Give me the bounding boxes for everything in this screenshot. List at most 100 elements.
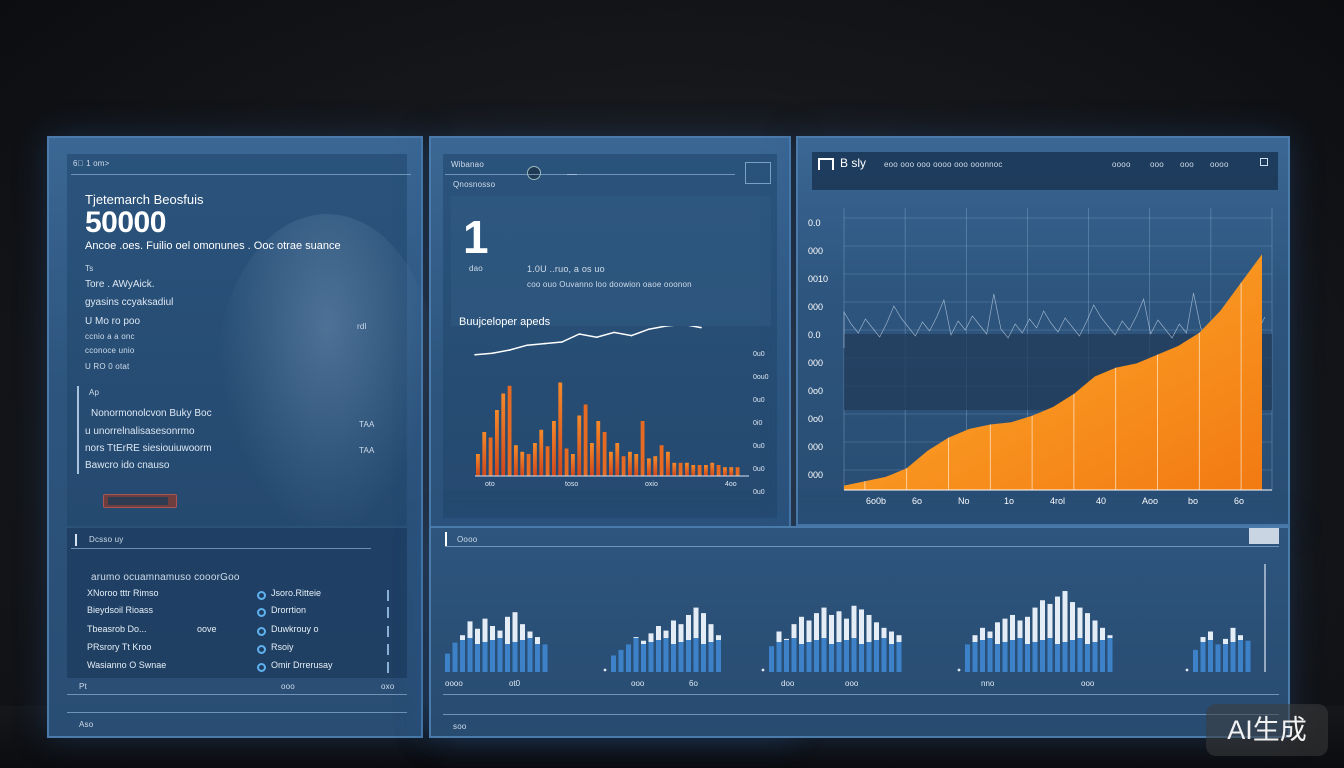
y-tick-label: 0ou0 [753,374,769,381]
bracket-line [77,386,79,474]
toolbar-item[interactable]: ooo [1180,160,1194,169]
histogram-bar-base [1215,644,1221,672]
table-row[interactable]: PRsrory Tt Kroo Rsoiy [87,642,409,659]
line-point [508,349,511,351]
bar [685,462,689,476]
histogram-bar-top [648,633,654,642]
ring-icon [257,663,266,672]
table-row[interactable]: Bieydsoil Rioass Drorrtion [87,605,409,622]
x-tick-label: toso [565,481,578,488]
histogram-bar-top [844,618,849,640]
line-point [474,354,476,356]
scroll-handle[interactable] [1249,528,1279,544]
close-icon[interactable] [1260,158,1268,166]
histogram-bar-base [1002,642,1008,672]
histogram-bar-base [1245,640,1251,672]
footer-label: soo [453,722,467,731]
bar [590,443,594,476]
table-row[interactable]: Tbeasrob Do... Duwkrouy o oove [87,624,409,641]
right-panel: B sly eoo ooo ooo oooo ooo ooonnoc oooo … [796,136,1290,526]
x-tick-label: oto [485,481,495,488]
histogram-bar-base [1230,642,1236,672]
detail-row: Nonormonolcvon Buky Boc [91,408,212,419]
x-tick-label: 4rol [1050,496,1065,506]
line-point [526,344,528,346]
bar [704,465,708,476]
info-line: cconoce unio [85,346,135,355]
bar [710,462,715,476]
histogram-bar-base [542,644,548,672]
profile-card: 6⃞ 1 om> Tjetemarch Beosfuis 50000 Ancoe… [67,154,437,534]
bar [723,467,727,476]
table-row[interactable]: XNoroo tttr Rimso Jsoro.Ritteie [87,588,409,605]
histogram-bar-base [1223,644,1228,672]
histogram-bar-top [836,611,842,642]
histogram-bar-top [889,631,894,644]
bar [666,451,670,476]
histogram-bar-base [656,640,661,672]
histogram-bar-top [1017,620,1023,638]
histogram-bar-base [445,653,450,672]
histogram-bar-base [1025,644,1030,672]
group-marker [603,668,607,672]
line-point [700,326,702,329]
histogram-bar-top [686,614,691,640]
histogram-bar-top [678,624,684,642]
y-tick-label: 000 [808,470,823,480]
stat-row: coo ouo Ouvanno loo doowion oaoe ooonon [527,280,692,289]
bar [514,445,518,476]
card-description: Ancoe .oes. Fuilio oel omonunes . Ooc ot… [85,240,341,252]
record-icon[interactable] [527,166,541,180]
detail-row: Bawcro ido cnauso [85,460,170,471]
histogram-bar-top [701,613,706,644]
table-row[interactable]: Wasianno O Swnae Omir Drrerusay [87,660,409,677]
toolbar-item[interactable]: ooo [1150,160,1164,169]
right-tag: rdl [357,322,367,331]
histogram-bar-top [520,624,525,640]
histogram-bar-top [1032,607,1038,642]
area-chart: 0.0 000 0010 000 0.0 000 0o0 0o0 000 000 6o0b 6o No 1… [808,208,1273,506]
y-tick-label: 0u0 [753,351,765,358]
action-button[interactable] [103,494,177,508]
expand-icon[interactable] [745,162,771,184]
bar [488,437,493,476]
y-tick-label: 0u0 [753,466,765,473]
detail-row: nors TtErRE siesiouiuwoorm [85,443,212,454]
x-tick-label: ot0 [509,679,521,688]
ring-icon [257,645,266,654]
toolbar-item[interactable]: oooo [1210,160,1229,169]
y-tick-label: 0u0 [753,443,765,450]
bar [583,404,588,476]
bar [495,410,499,476]
histogram-bar-base [467,638,473,672]
histogram-bar-top [656,626,661,640]
bar [533,443,537,476]
histogram-bar-base [512,642,518,672]
x-tick-label: oxio [645,481,658,488]
small-label: dao [469,264,483,273]
histogram-bar-top [1107,635,1113,638]
histogram-bar-top [1208,631,1213,640]
histogram-bar-base [1032,642,1038,672]
histogram-bar-base [995,644,1000,672]
histogram-bar-top [490,626,495,640]
histogram-bar-top [791,624,797,638]
histogram-bar-top [776,631,782,642]
histogram-bar-top [512,612,518,642]
histogram-bar-base [799,644,804,672]
histogram-bar-base [641,644,646,672]
histogram-bar-base [791,638,797,672]
histogram-bar-base [1010,640,1015,672]
y-tick-label: 0o0 [808,386,823,396]
histogram-bar-base [611,655,616,672]
histogram-bar-base [460,640,465,672]
group-marker [957,668,961,672]
histogram-bar-top [1223,638,1228,644]
histogram-bar-base [881,638,887,672]
bar [507,385,512,476]
ring-icon [257,608,266,617]
middle-panel: Wibanao Qnosnosso 1 1.0U ..ruo, a os uo … [429,136,791,738]
info-line: ccnio a a onc [85,332,135,341]
toolbar-item[interactable]: oooo [1112,160,1131,169]
chart-header-bar: B sly eoo ooo ooo oooo ooo ooonnoc oooo … [812,152,1278,190]
